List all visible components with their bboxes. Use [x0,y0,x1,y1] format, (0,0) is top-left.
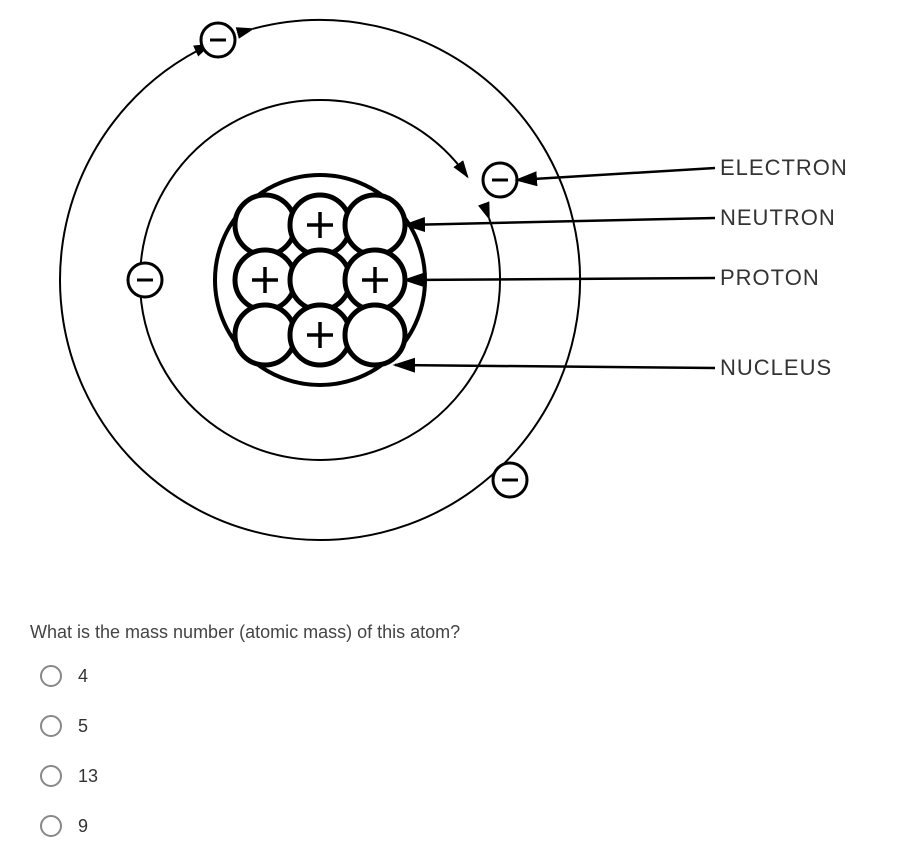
neutron-particle [235,305,295,365]
option-row[interactable]: 4 [40,665,98,687]
question-text: What is the mass number (atomic mass) of… [30,622,460,643]
option-label: 13 [78,766,98,787]
neutron-label: NEUTRON [720,205,836,230]
proton-label: PROTON [720,265,820,290]
labels: ELECTRON NEUTRON PROTON NUCLEUS [395,155,848,380]
neutron-pointer [405,218,715,225]
electron-pointer [517,168,715,180]
options-group: 4 5 13 9 [40,665,98,865]
radio-icon[interactable] [40,815,62,837]
page: ELECTRON NEUTRON PROTON NUCLEUS What is the… [0,0,898,865]
neutron-particle [345,305,405,365]
option-label: 9 [78,816,88,837]
radio-icon[interactable] [40,715,62,737]
radio-icon[interactable] [40,765,62,787]
option-label: 4 [78,666,88,687]
neutron-particle [290,250,350,310]
option-row[interactable]: 13 [40,765,98,787]
option-row[interactable]: 9 [40,815,98,837]
option-label: 5 [78,716,88,737]
nucleus-particles [235,195,405,365]
nucleus-pointer [395,365,715,368]
nucleus-label: NUCLEUS [720,355,832,380]
radio-icon[interactable] [40,665,62,687]
electron-label: ELECTRON [720,155,848,180]
atom-diagram: ELECTRON NEUTRON PROTON NUCLEUS [0,0,898,600]
proton-pointer [405,278,715,280]
neutron-particle [235,195,295,255]
option-row[interactable]: 5 [40,715,98,737]
neutron-particle [345,195,405,255]
